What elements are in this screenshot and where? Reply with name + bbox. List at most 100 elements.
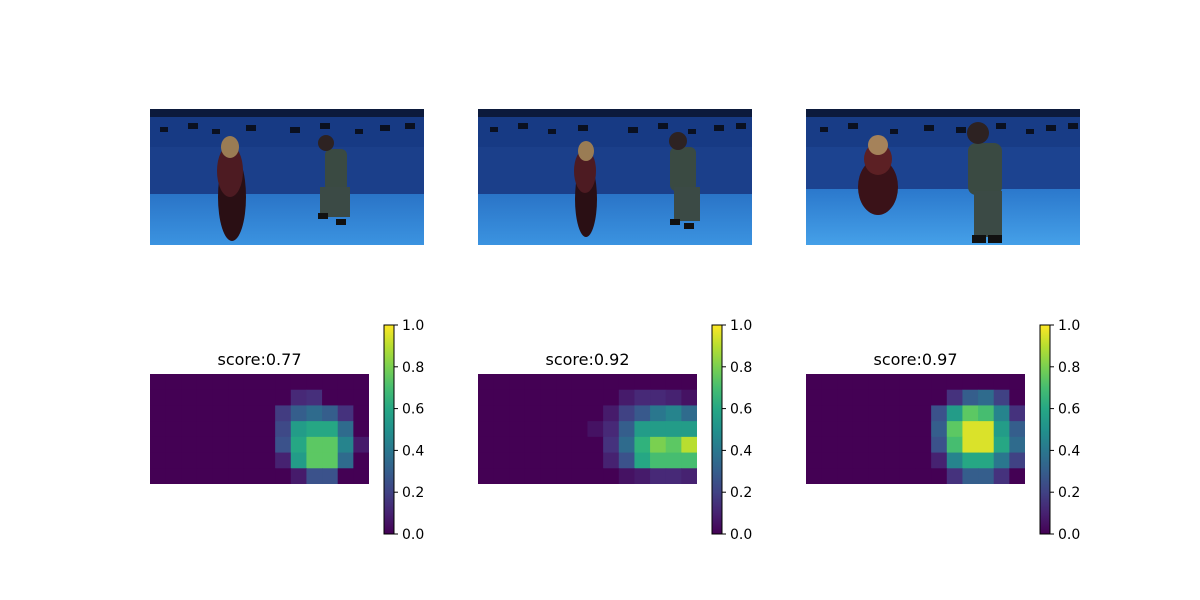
heatmap-cell <box>603 436 620 454</box>
heatmap-cell <box>899 436 916 454</box>
heatmap-cell <box>962 468 979 484</box>
heatmap-cell <box>353 389 369 406</box>
heatmap-cell <box>1009 374 1025 391</box>
heatmap-cell <box>603 405 620 422</box>
heatmap-cell <box>259 436 276 454</box>
heatmap-cell <box>884 389 901 406</box>
heatmap-cell <box>353 468 369 484</box>
heatmap-cell <box>868 468 885 484</box>
heatmap-cell <box>540 374 557 391</box>
heatmap-2 <box>478 374 697 484</box>
heatmap-cell <box>212 452 229 469</box>
heatmap-cell <box>243 389 260 406</box>
heatmap-cell <box>650 436 667 454</box>
heatmap-cell <box>650 374 667 391</box>
heatmap-3 <box>806 374 1025 484</box>
heatmap-cell <box>665 405 682 422</box>
heatmap-cell <box>243 468 260 484</box>
colorbar-1: 0.0 0.2 0.4 0.6 0.8 1.0 <box>383 318 424 542</box>
heatmap-cell <box>993 405 1010 422</box>
heatmap-cell <box>587 452 604 469</box>
heatmap-cell <box>868 452 885 469</box>
heatmap-cell <box>165 468 182 484</box>
heatmap-cell <box>681 436 697 454</box>
heatmap-cell <box>962 374 979 391</box>
colorbar-2: 0.0 0.2 0.4 0.6 0.8 1.0 <box>711 318 752 542</box>
heatmap-cell <box>962 421 979 438</box>
colorbar-gradient <box>711 324 723 535</box>
heatmap-cell <box>884 468 901 484</box>
heatmap-cell <box>337 374 354 391</box>
heatmap-cell <box>634 389 651 406</box>
heatmap-cell <box>259 389 276 406</box>
heatmap-cell <box>509 421 526 438</box>
heatmap-cell <box>540 389 557 406</box>
heatmap-cell <box>275 389 292 406</box>
heatmap-cell <box>493 389 510 406</box>
heatmap-cell <box>821 468 838 484</box>
heatmap-cell <box>587 374 604 391</box>
photo-panel-3 <box>806 109 1080 245</box>
heatmap-cell <box>322 452 339 469</box>
heatmap-cell <box>478 468 495 484</box>
colorbar-tick-label: 0.6 <box>1058 402 1080 418</box>
heatmap-cell <box>275 436 292 454</box>
heatmap-cell <box>196 389 214 406</box>
heatmap-cell <box>993 389 1010 406</box>
heatmap-cell <box>821 389 838 406</box>
heatmap-cell <box>852 421 870 438</box>
heatmap-cell <box>290 468 307 484</box>
heatmap-cell <box>837 405 854 422</box>
heatmap-cell <box>259 374 276 391</box>
heatmap-cell <box>681 374 697 391</box>
heatmap-cell <box>1009 452 1025 469</box>
heatmap-cell <box>650 405 667 422</box>
heatmap-cell <box>493 452 510 469</box>
heatmap-cell <box>306 374 323 391</box>
heatmap-cell <box>556 405 573 422</box>
heatmap-cell <box>243 374 260 391</box>
heatmap-cell <box>681 421 697 438</box>
heatmap-cell <box>150 389 167 406</box>
heatmap-cell <box>931 405 948 422</box>
heatmap-cell <box>524 452 542 469</box>
heatmap-cell <box>946 421 963 438</box>
heatmap-cell <box>306 468 323 484</box>
heatmap-cell <box>181 389 198 406</box>
heatmap-cell <box>478 421 495 438</box>
heatmap-cell <box>337 436 354 454</box>
heatmap-cell <box>837 468 854 484</box>
heatmap-cell <box>571 436 588 454</box>
heatmap-cell <box>665 389 682 406</box>
heatmap-cell <box>353 405 369 422</box>
heatmap-cell <box>150 452 167 469</box>
heatmap-cell <box>337 452 354 469</box>
heatmap-cell <box>196 421 214 438</box>
heatmap-cell <box>915 374 932 391</box>
heatmap-cell <box>852 468 870 484</box>
heatmap-cell <box>821 452 838 469</box>
heatmap-cell <box>650 468 667 484</box>
heatmap-cell <box>478 389 495 406</box>
heatmap-cell <box>665 374 682 391</box>
heatmap-cell <box>306 421 323 438</box>
colorbar-tick-label: 0.8 <box>730 360 752 376</box>
heatmap-cell <box>353 374 369 391</box>
heatmap-cell <box>165 405 182 422</box>
heatmap-cell <box>587 421 604 438</box>
heatmap-cell <box>650 421 667 438</box>
heatmap-cell <box>1009 436 1025 454</box>
heatmap-cell <box>493 374 510 391</box>
colorbar-tick-label: 0.0 <box>402 527 424 542</box>
heatmap-cell <box>806 374 823 391</box>
heatmap-cell <box>181 405 198 422</box>
heatmap-cell <box>540 421 557 438</box>
heatmap-cell <box>681 389 697 406</box>
heatmap-cell <box>993 452 1010 469</box>
heatmap-cell <box>306 436 323 454</box>
heatmap-cell <box>868 374 885 391</box>
heatmap-cell <box>618 389 635 406</box>
heatmap-cell <box>899 468 916 484</box>
heatmap-cell <box>634 452 651 469</box>
heatmap-cell <box>478 405 495 422</box>
